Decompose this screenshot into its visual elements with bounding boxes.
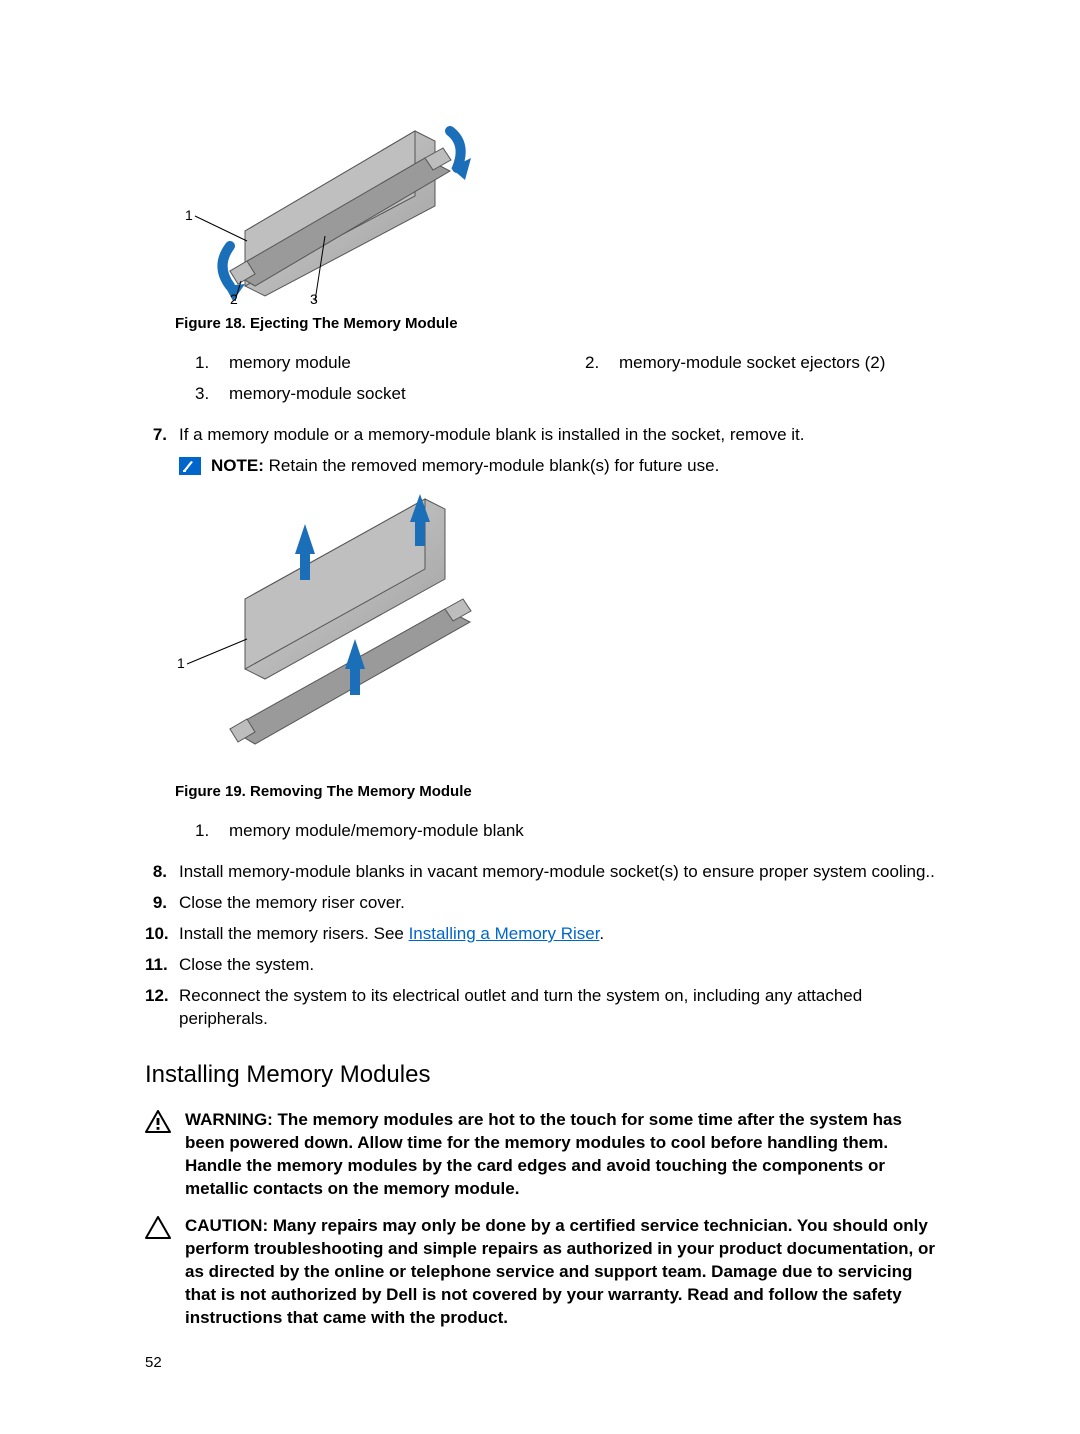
warning-text: WARNING: The memory modules are hot to t… xyxy=(185,1109,935,1201)
step-12: 12. Reconnect the system to its electric… xyxy=(145,985,935,1031)
legend-label: memory module xyxy=(229,352,351,375)
caution-text: CAUTION: Many repairs may only be done b… xyxy=(185,1215,935,1330)
step-8: 8. Install memory-module blanks in vacan… xyxy=(145,861,935,884)
step-text: If a memory module or a memory-module bl… xyxy=(179,424,935,447)
legend-num: 1. xyxy=(195,352,229,375)
legend-label: memory module/memory-module blank xyxy=(229,820,524,843)
figure-18-legend: 1. memory module 3. memory-module socket… xyxy=(195,352,935,414)
step-9: 9. Close the memory riser cover. xyxy=(145,892,935,915)
legend-num: 2. xyxy=(585,352,619,375)
legend-num: 1. xyxy=(195,820,229,843)
step-text: Install the memory risers. See Installin… xyxy=(179,923,935,946)
note-label: NOTE: xyxy=(211,456,264,475)
legend-num: 3. xyxy=(195,383,229,406)
figure-19-legend: 1. memory module/memory-module blank xyxy=(195,820,935,851)
step-number: 8. xyxy=(145,861,179,884)
legend-item: 1. memory module xyxy=(195,352,585,375)
step-text-before: Install the memory risers. See xyxy=(179,924,409,943)
page-number: 52 xyxy=(145,1353,162,1373)
figure-19-caption: Figure 19. Removing The Memory Module xyxy=(175,782,935,802)
legend-label: memory-module socket xyxy=(229,383,406,406)
fig19-callout-1: 1 xyxy=(177,655,185,671)
step-7: 7. If a memory module or a memory-module… xyxy=(145,424,935,447)
step-list-8-12: 8. Install memory-module blanks in vacan… xyxy=(145,861,935,1031)
step-text: Install memory-module blanks in vacant m… xyxy=(179,861,935,884)
step-text: Reconnect the system to its electrical o… xyxy=(179,985,935,1031)
figure-18-block: 1 2 3 Figure 18. Ejecting The Memory Mod… xyxy=(175,96,935,334)
caution-icon xyxy=(145,1216,175,1330)
fig18-callout-1: 1 xyxy=(185,207,193,223)
page: 1 2 3 Figure 18. Ejecting The Memory Mod… xyxy=(0,0,1080,1404)
warning-body: The memory modules are hot to the touch … xyxy=(185,1110,902,1198)
warning-icon xyxy=(145,1110,175,1201)
figure-19-illustration: 1 xyxy=(175,484,485,774)
step-number: 12. xyxy=(145,985,179,1031)
step-text-after: . xyxy=(599,924,604,943)
step-11: 11. Close the system. xyxy=(145,954,935,977)
step-number: 11. xyxy=(145,954,179,977)
legend-label: memory-module socket ejectors (2) xyxy=(619,352,885,375)
note-icon xyxy=(179,457,201,475)
legend-item: 2. memory-module socket ejectors (2) xyxy=(585,352,885,375)
step-list: 7. If a memory module or a memory-module… xyxy=(145,424,935,447)
fig18-callout-2: 2 xyxy=(230,291,238,306)
step-text: Close the system. xyxy=(179,954,935,977)
step-number: 10. xyxy=(145,923,179,946)
caution-label: CAUTION: xyxy=(185,1216,273,1235)
section-heading-installing-memory-modules: Installing Memory Modules xyxy=(145,1059,935,1091)
figure-19-block: 1 Figure 19. Removing The Memory Module xyxy=(175,484,935,802)
legend-item: 1. memory module/memory-module blank xyxy=(195,820,524,843)
fig18-callout-3: 3 xyxy=(310,291,318,306)
note-body: Retain the removed memory-module blank(s… xyxy=(264,456,719,475)
link-installing-memory-riser[interactable]: Installing a Memory Riser xyxy=(409,924,600,943)
figure-18-caption: Figure 18. Ejecting The Memory Module xyxy=(175,314,935,334)
note-row: NOTE: Retain the removed memory-module b… xyxy=(179,455,935,478)
note-text: NOTE: Retain the removed memory-module b… xyxy=(211,455,719,478)
caution-body: Many repairs may only be done by a certi… xyxy=(185,1216,935,1327)
caution-callout: CAUTION: Many repairs may only be done b… xyxy=(145,1215,935,1330)
step-number: 7. xyxy=(145,424,179,447)
step-number: 9. xyxy=(145,892,179,915)
legend-item: 3. memory-module socket xyxy=(195,383,585,406)
step-text: Close the memory riser cover. xyxy=(179,892,935,915)
warning-callout: WARNING: The memory modules are hot to t… xyxy=(145,1109,935,1201)
warning-label: WARNING: xyxy=(185,1110,278,1129)
step-10: 10. Install the memory risers. See Insta… xyxy=(145,923,935,946)
figure-18-illustration: 1 2 3 xyxy=(175,96,475,306)
